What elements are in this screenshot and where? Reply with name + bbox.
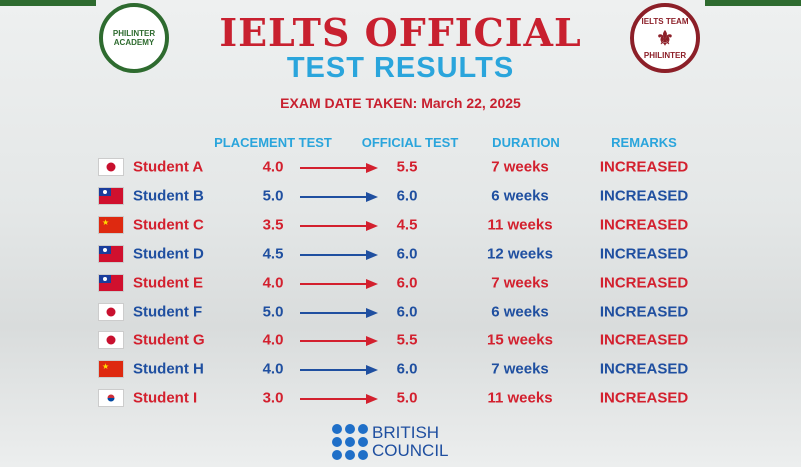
left-logo: PHILINTER ACADEMY (99, 3, 169, 73)
arrow (300, 306, 378, 318)
left-logo-text: PHILINTER ACADEMY (112, 29, 156, 47)
student-name: Student G (133, 331, 205, 349)
flag (98, 244, 124, 263)
right-logo-bottom: PHILINTER (643, 50, 687, 60)
duration: 7 weeks (491, 158, 549, 176)
duration: 6 weeks (491, 303, 549, 320)
placement-score: 5.0 (262, 303, 284, 320)
official-score: 6.0 (396, 187, 418, 205)
arrow (300, 363, 378, 376)
remarks: INCREASED (599, 245, 689, 263)
dot (345, 437, 355, 447)
student-name: Student I (133, 389, 198, 407)
official-score: 5.5 (396, 331, 418, 349)
student-name: Student H (133, 360, 204, 378)
student-name: Student C (133, 216, 204, 234)
arrow (300, 248, 378, 260)
flag: ★ (98, 360, 124, 379)
right-logo-top: IELTS TEAM (641, 16, 689, 26)
student-name: Student E (133, 274, 203, 292)
dot (358, 437, 368, 447)
duration: 12 weeks (487, 245, 553, 263)
dot (345, 450, 355, 460)
placement-score: 4.5 (262, 245, 284, 263)
flag (98, 186, 124, 205)
remarks: INCREASED (599, 360, 689, 378)
column-header: DURATION (492, 135, 560, 150)
duration: 11 weeks (487, 216, 553, 234)
official-score: 6.0 (396, 245, 418, 263)
remarks: INCREASED (599, 389, 689, 407)
column-header: REMARKS (611, 135, 677, 150)
footer-line2: COUNCIL (372, 441, 449, 460)
placement-score: 4.0 (262, 158, 284, 176)
placement-score: 3.0 (262, 389, 284, 407)
duration: 11 weeks (487, 389, 553, 407)
remarks: INCREASED (599, 331, 689, 349)
logo-icon: ⚜ (656, 27, 674, 50)
svg-text:★: ★ (102, 218, 109, 227)
official-score: 6.0 (396, 303, 418, 320)
right-logo: IELTS TEAM ⚜ PHILINTER (630, 3, 700, 73)
dot (358, 450, 368, 460)
flag (98, 331, 124, 350)
flag (98, 389, 124, 408)
official-score: 6.0 (396, 274, 418, 292)
placement-score: 5.0 (262, 187, 284, 205)
arrow (300, 277, 378, 289)
student-name: Student D (133, 245, 204, 263)
student-name: Student F (133, 303, 203, 320)
official-score: 5.5 (396, 158, 418, 176)
placement-score: 4.0 (262, 274, 284, 292)
dot (358, 424, 368, 434)
remarks: INCREASED (599, 303, 689, 320)
flag (98, 302, 124, 321)
subtitle: TEST RESULTS (286, 52, 515, 84)
arrow (300, 161, 378, 173)
student-name: Student A (133, 158, 204, 176)
official-score: 5.0 (396, 389, 418, 407)
official-score: 4.5 (396, 216, 418, 234)
student-name: Student B (133, 187, 204, 205)
placement-score: 3.5 (262, 216, 284, 234)
duration: 6 weeks (491, 187, 549, 205)
placement-score: 4.0 (262, 331, 284, 349)
arrow (300, 190, 378, 202)
title: IELTS OFFICIAL (219, 10, 582, 55)
duration: 15 weeks (487, 331, 553, 349)
remarks: INCREASED (599, 274, 689, 292)
bc-logo (332, 424, 368, 460)
flag (98, 273, 124, 292)
arrow (300, 392, 378, 405)
duration: 7 weeks (491, 360, 549, 378)
flag: ★ (98, 215, 124, 234)
arrow (300, 334, 378, 347)
flag (98, 158, 124, 176)
dot (332, 437, 342, 447)
remarks: INCREASED (599, 158, 689, 176)
remarks: INCREASED (599, 216, 689, 234)
arrow (300, 219, 378, 231)
official-score: 6.0 (396, 360, 418, 378)
dot (345, 424, 355, 434)
svg-text:★: ★ (102, 362, 109, 371)
placement-score: 4.0 (262, 360, 284, 378)
column-header: PLACEMENT TEST (214, 135, 332, 150)
remarks: INCREASED (599, 187, 689, 205)
dot (332, 424, 342, 434)
top-border (0, 0, 801, 6)
column-header: OFFICIAL TEST (361, 135, 459, 150)
dot (332, 450, 342, 460)
exam-date: EXAM DATE TAKEN: March 22, 2025 (280, 95, 521, 111)
footer-line1: BRITISH (372, 423, 440, 442)
duration: 7 weeks (491, 274, 549, 292)
bc-text: BRITISH COUNCIL (372, 424, 449, 460)
